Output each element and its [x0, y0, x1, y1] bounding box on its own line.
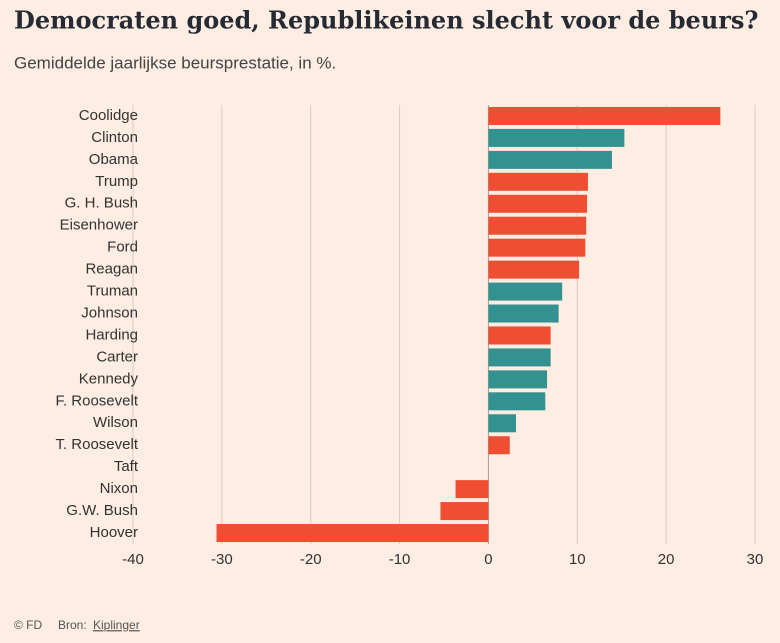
bar — [488, 392, 546, 411]
bar — [488, 370, 548, 389]
x-tick-label: -10 — [389, 551, 411, 568]
bar — [488, 282, 563, 301]
bar — [488, 348, 551, 367]
x-tick-label: 20 — [658, 551, 675, 568]
bar — [440, 502, 489, 521]
category-label: Nixon — [100, 480, 138, 497]
category-label: Reagan — [85, 261, 138, 278]
bar — [488, 326, 551, 345]
category-label: F. Roosevelt — [55, 392, 138, 409]
category-label: Kennedy — [79, 370, 139, 387]
source-link[interactable]: Kiplinger — [93, 618, 140, 632]
category-label: Hoover — [90, 524, 138, 541]
category-label: Clinton — [91, 129, 138, 146]
credit: © FD — [14, 618, 43, 632]
category-label: Wilson — [93, 414, 138, 431]
bar — [216, 524, 489, 543]
bar — [488, 260, 580, 279]
x-tick-label: 10 — [569, 551, 586, 568]
category-label: G.W. Bush — [66, 502, 138, 519]
category-label: Carter — [96, 348, 138, 365]
bar — [488, 304, 559, 323]
category-label: Eisenhower — [60, 217, 138, 234]
x-tick-label: 30 — [747, 551, 764, 568]
x-tick-label: 0 — [484, 551, 492, 568]
category-label: Trump — [95, 173, 138, 190]
category-label: Truman — [87, 283, 138, 300]
x-tick-label: -40 — [122, 551, 144, 568]
bar — [488, 238, 586, 257]
bar — [488, 414, 516, 433]
chart-subtitle: Gemiddelde jaarlijkse beursprestatie, in… — [14, 53, 336, 72]
category-label: Ford — [107, 239, 138, 256]
category-label: Johnson — [81, 304, 138, 321]
bar — [488, 150, 612, 169]
category-label: T. Roosevelt — [55, 436, 138, 453]
category-label: G. H. Bush — [65, 195, 138, 212]
x-tick-label: -30 — [211, 551, 233, 568]
chart-title: Democraten goed, Republikeinen slecht vo… — [14, 6, 759, 35]
bar — [488, 216, 587, 235]
bar — [488, 128, 625, 147]
bar — [488, 172, 588, 191]
category-label: Taft — [114, 458, 139, 475]
category-label: Obama — [89, 151, 139, 168]
category-label: Coolidge — [79, 107, 138, 124]
bar — [488, 194, 588, 213]
bar — [488, 106, 721, 125]
source-label: Bron: — [58, 618, 87, 632]
bar — [488, 436, 510, 455]
bar — [455, 480, 489, 499]
category-label: Harding — [85, 326, 138, 343]
x-tick-label: -20 — [300, 551, 322, 568]
